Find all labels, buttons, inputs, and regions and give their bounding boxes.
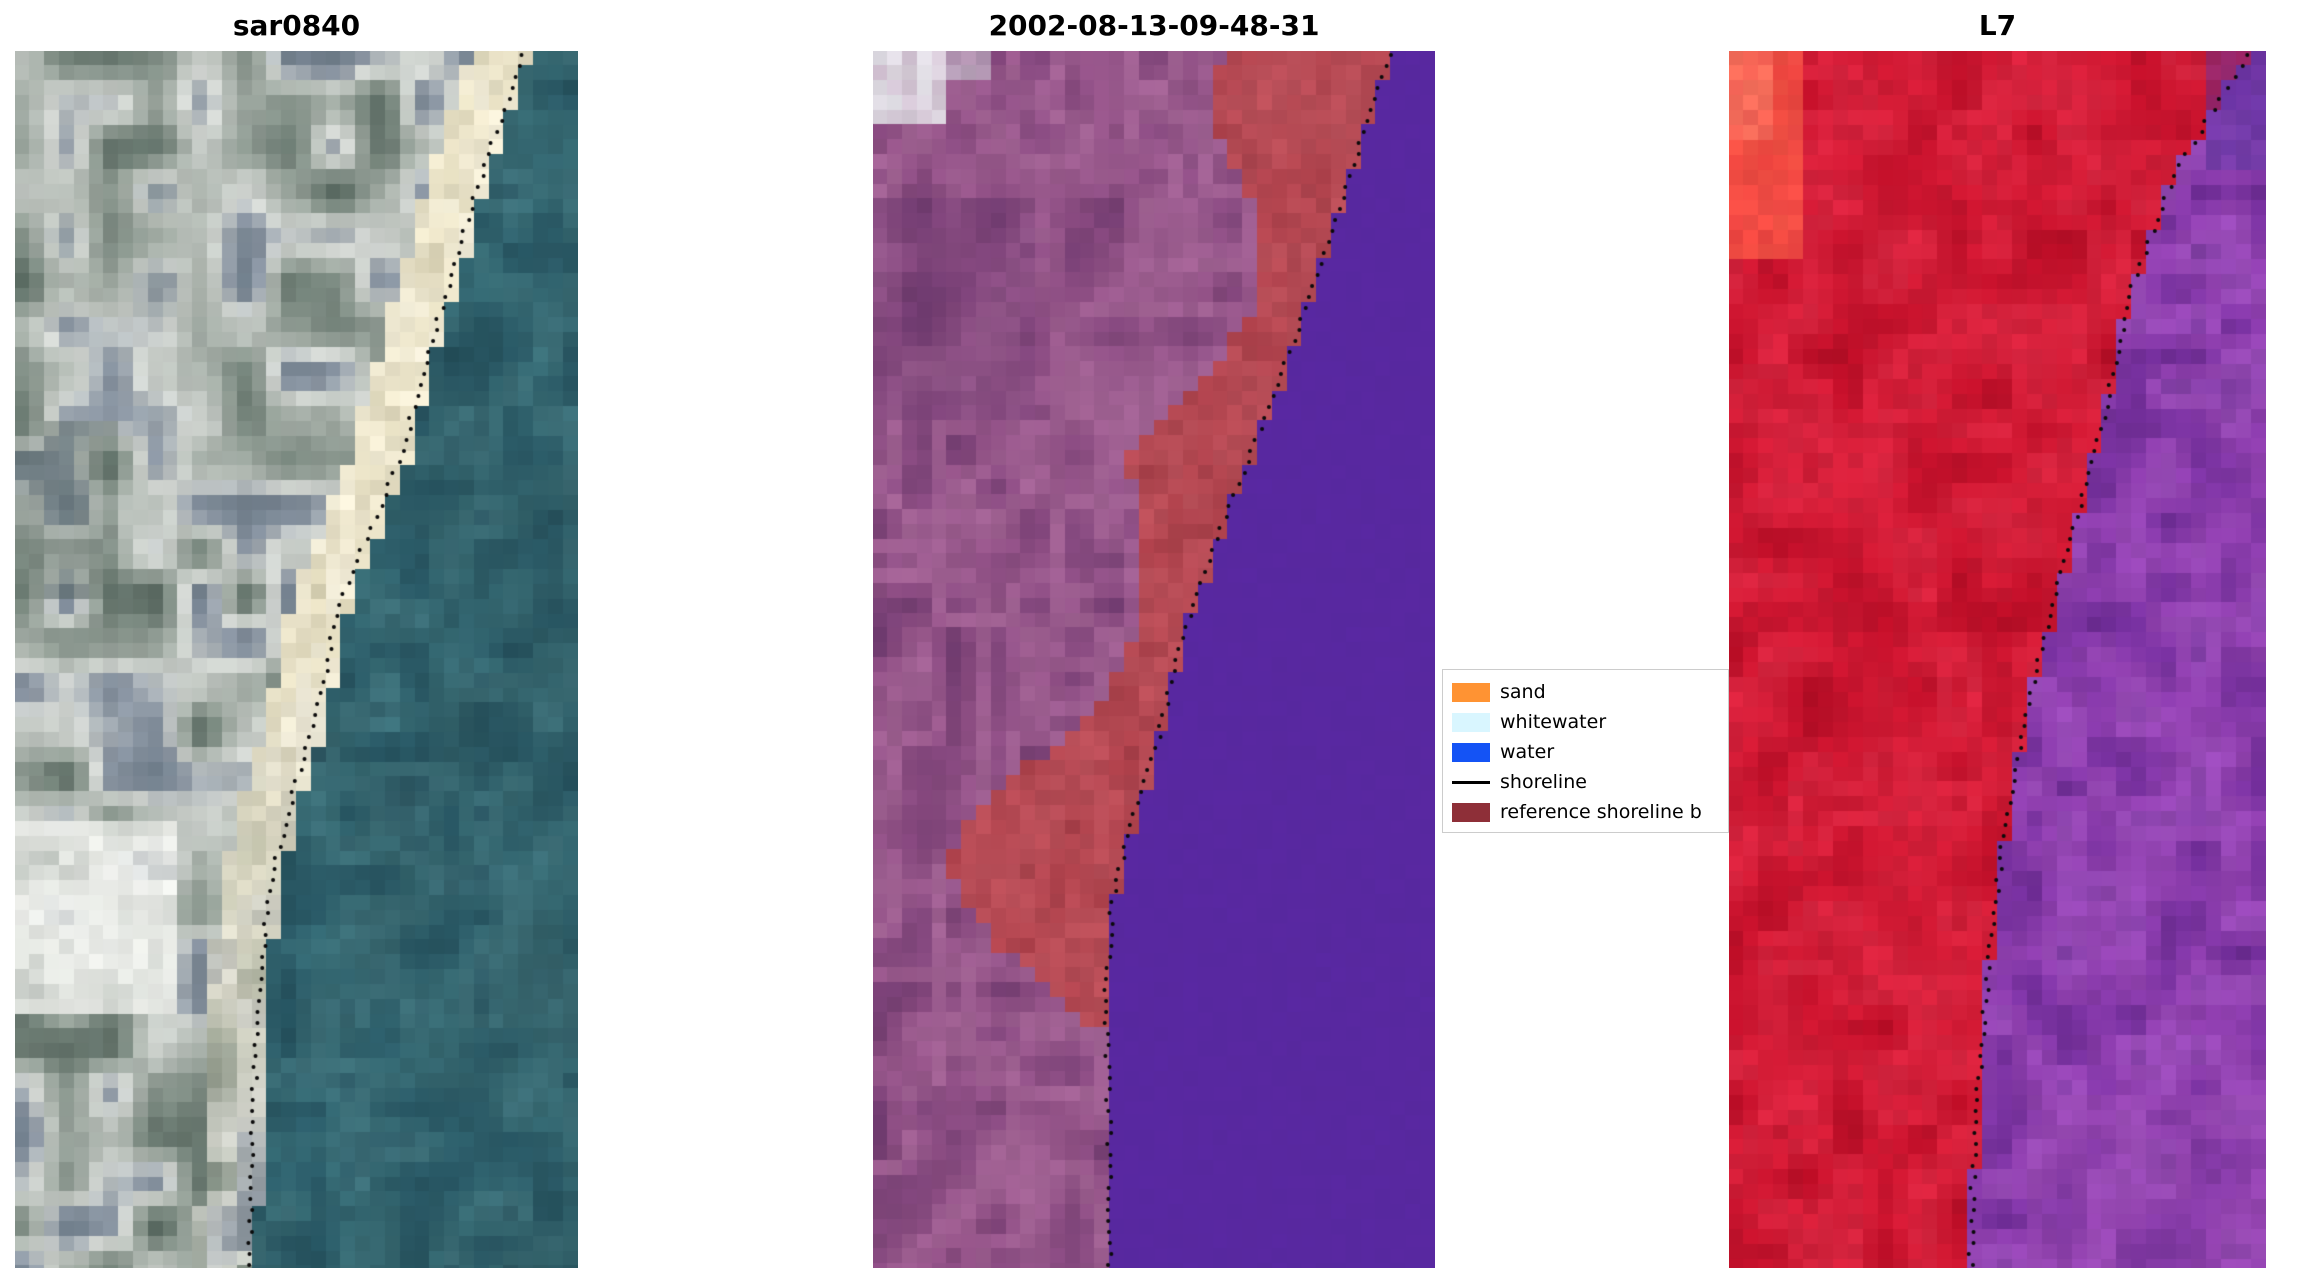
shoreline-line-icon (1452, 780, 1490, 784)
classified-satellite-image (873, 51, 1435, 1268)
legend-row-reference-shoreline: reference shoreline b (1452, 797, 1728, 827)
panel-title-classified: 2002-08-13-09-48-31 (988, 9, 1320, 42)
legend-label-water: water (1500, 741, 1555, 763)
reference-shoreline-swatch-icon (1452, 802, 1490, 822)
legend-row-sand: sand (1452, 677, 1728, 707)
legend-row-shoreline: shoreline (1452, 767, 1728, 797)
legend-row-water: water (1452, 737, 1728, 767)
legend-label-sand: sand (1500, 681, 1546, 703)
legend-row-whitewater: whitewater (1452, 707, 1728, 737)
panel-sar0840: sar0840 (15, 0, 578, 1283)
sand-swatch-icon (1452, 682, 1490, 702)
l7-satellite-image (1729, 51, 2266, 1268)
legend-label-shoreline: shoreline (1500, 771, 1587, 793)
legend-label-reference-shoreline: reference shoreline b (1500, 801, 1702, 823)
panel-title-l7: L7 (1978, 9, 2017, 42)
panel-title-sar0840: sar0840 (232, 9, 361, 42)
legend-label-whitewater: whitewater (1500, 711, 1607, 733)
panel-classified: 2002-08-13-09-48-31 (873, 0, 1435, 1283)
water-swatch-icon (1452, 742, 1490, 762)
panel-l7: L7 (1729, 0, 2266, 1283)
legend: sand whitewater water shoreline referenc… (1442, 669, 1729, 833)
sar0840-satellite-image (15, 51, 578, 1268)
whitewater-swatch-icon (1452, 712, 1490, 732)
